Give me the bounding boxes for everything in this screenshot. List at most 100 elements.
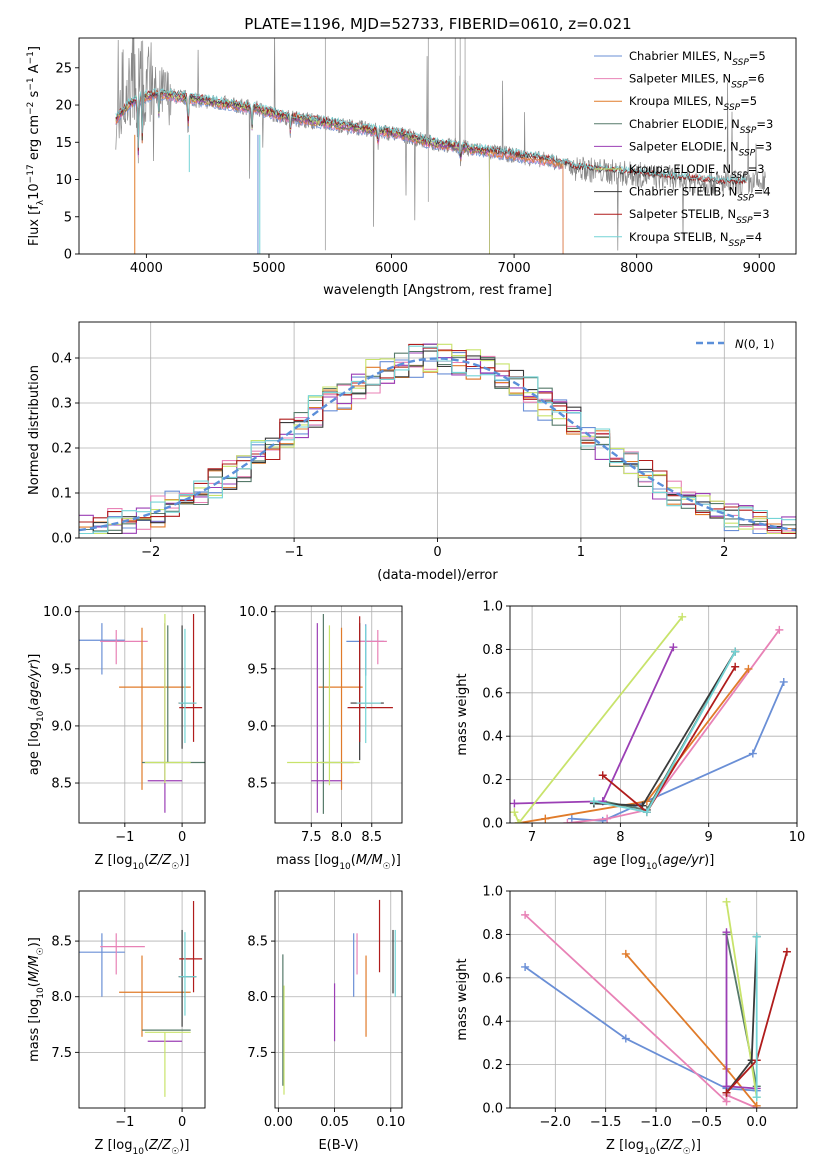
y-axis-label: mass [log10(M/M☉)] <box>27 937 46 1062</box>
error-bar-point <box>100 629 148 665</box>
model-spectrum <box>115 92 564 254</box>
frame-mass-vs-Z: −1 0 7.5 8.0 8.5 Z [log10(Z/Z☉)] mass [log10(M… <box>27 890 206 1157</box>
frame-age-vs-mass: 7.5 8.0 8.5 8.5 9.0 9.5 10.0 mass [log10(M/M☉)] <box>239 605 403 872</box>
y-tick-label: 8.5 <box>247 935 268 950</box>
y-tick-label: 1.0 <box>482 885 503 900</box>
legend-entry: Chabrier STELIB, NSSP=4 <box>629 185 771 204</box>
y-tick-label: 15 <box>55 136 72 151</box>
y-tick-label: 9.5 <box>247 662 268 677</box>
y-tick-label: 0.0 <box>482 817 503 832</box>
weight-marker <box>752 1093 761 1102</box>
x-tick-label: 8.5 <box>361 830 382 845</box>
y-tick-label: 8.5 <box>51 935 72 950</box>
plot-area-weight-vs-Z <box>521 897 791 1108</box>
x-axis-label: (data-model)/error <box>377 568 498 583</box>
weight-series <box>598 662 740 817</box>
legend-entry: Kroupa ELODIE, NSSP=3 <box>629 162 765 181</box>
x-axis-label: E(B-V) <box>318 1138 358 1153</box>
axes-frame <box>78 605 206 824</box>
weight-marker <box>603 814 612 823</box>
weight-line <box>524 914 758 1108</box>
error-bar-point <box>119 627 191 790</box>
x-tick-label: 0.10 <box>376 1115 405 1130</box>
x-tick-label: 0 <box>178 830 186 845</box>
x-axis-label: mass [log10(M/M☉)] <box>276 853 401 872</box>
weight-series <box>521 962 761 1095</box>
y-tick-label: 0.6 <box>482 971 503 986</box>
model-spectrum <box>115 87 747 184</box>
x-tick-label: −2.0 <box>540 1115 572 1130</box>
weight-marker <box>621 1034 630 1043</box>
weight-marker <box>621 949 630 958</box>
x-tick-label: −2 <box>141 545 160 560</box>
frame-weight-vs-Z: −2.0 −1.5 −1.0 −0.5 0.0 0.0 0.2 0.4 0.6 0.8 1.0 Z [… <box>455 885 798 1157</box>
weight-marker <box>589 797 598 806</box>
error-bar-point <box>359 629 387 665</box>
x-tick-label: 8 <box>616 830 624 845</box>
error-bar-point <box>179 613 203 742</box>
error-bar-point <box>179 932 197 1016</box>
y-tick-label: 8.5 <box>247 777 268 792</box>
x-tick-label: 7.5 <box>301 830 322 845</box>
legend-entry: Chabrier ELODIE, NSSP=3 <box>629 117 773 136</box>
plot-area-spectrum <box>115 38 766 254</box>
legend-entry: Kroupa STELIB, NSSP=4 <box>629 230 762 249</box>
weight-marker <box>752 932 761 941</box>
error-bar-point <box>356 625 381 744</box>
y-tick-label: 7.5 <box>247 1046 268 1061</box>
error-bar-point <box>142 625 205 764</box>
y-tick-label: 0.6 <box>482 686 503 701</box>
weight-marker <box>514 819 523 823</box>
y-tick-label: 0.2 <box>51 442 72 457</box>
legend-entry: Chabrier MILES, NSSP=5 <box>629 49 766 68</box>
weight-marker <box>642 808 651 817</box>
y-tick-label: 0.3 <box>51 397 72 412</box>
y-tick-label: 5 <box>64 210 72 225</box>
y-tick-label: 25 <box>55 61 72 76</box>
x-tick-label: 0.0 <box>746 1115 767 1130</box>
x-tick-label: 1 <box>577 545 585 560</box>
weight-line <box>571 681 785 822</box>
frame-mass-vs-EBV: 0.00 0.05 0.10 7.5 8.0 8.5 E(B-V) <box>247 890 405 1153</box>
weight-marker <box>510 808 519 817</box>
weight-line <box>593 651 736 814</box>
y-tick-label: 1.0 <box>482 600 503 615</box>
weight-marker <box>521 910 530 919</box>
error-bar-point <box>320 613 354 814</box>
weight-marker <box>541 814 550 823</box>
x-tick-label: −1 <box>285 545 304 560</box>
y-tick-label: 9.0 <box>51 719 72 734</box>
weight-marker <box>510 799 519 808</box>
x-tick-label: 8.0 <box>331 830 352 845</box>
weight-marker <box>722 897 731 906</box>
plot-area-residuals <box>79 343 796 535</box>
legend-entry: N(0, 1) <box>735 337 775 351</box>
y-tick-label: 0.0 <box>51 532 72 547</box>
weight-marker <box>779 677 788 686</box>
plot-area-mass-vs-EBV <box>282 899 396 1095</box>
y-tick-label: 8.0 <box>51 990 72 1005</box>
weight-marker <box>782 947 791 956</box>
axes-frame <box>274 605 403 824</box>
y-tick-label: 0.1 <box>51 487 72 502</box>
frame-residuals: −2 −1 0 1 2 0.0 0.1 0.2 0.3 0.4 (data-model)/error… <box>27 321 797 583</box>
error-bar-point <box>311 623 342 813</box>
x-tick-label: 0.05 <box>320 1115 349 1130</box>
y-axis-label: Normed distribution <box>27 365 42 495</box>
weight-line <box>602 651 736 812</box>
weight-series <box>722 930 761 1091</box>
error-bar-point <box>350 623 384 761</box>
weight-marker <box>722 1088 731 1097</box>
error-bar-point <box>347 616 393 742</box>
axes-age-vs-mass: 7.5 8.0 8.5 8.5 9.0 9.5 10.0 mass [log10(M/M☉)] <box>239 605 403 872</box>
figure-title: PLATE=1196, MJD=52733, FIBERID=0610, z=0… <box>244 15 631 33</box>
y-axis-label: age [log10(age/yr)] <box>27 654 46 776</box>
frame-age-vs-Z: −1 0 8.5 9.0 9.5 10.0 Z [log10(Z/Z☉)] age [log1… <box>27 605 206 872</box>
axes-frame <box>78 890 206 1109</box>
y-tick-label: 0 <box>64 248 72 263</box>
axes-mass-vs-EBV: 0.00 0.05 0.10 7.5 8.0 8.5 E(B-V) <box>247 890 405 1153</box>
y-tick-label: 10 <box>55 173 72 188</box>
error-bar-point <box>100 933 145 975</box>
legend-spectrum: Chabrier MILES, NSSP=5 Salpeter MILES, NS… <box>594 49 773 249</box>
